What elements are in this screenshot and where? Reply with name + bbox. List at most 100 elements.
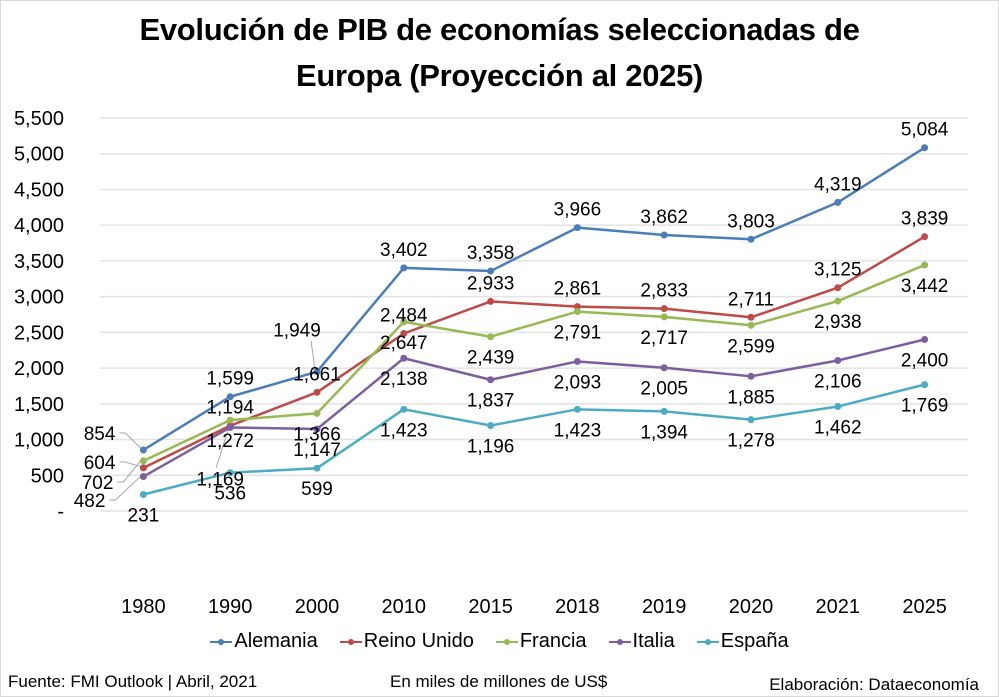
data-point (139, 490, 147, 498)
data-point (400, 354, 408, 362)
data-label: 5,084 (901, 120, 949, 141)
data-label: 2,599 (727, 336, 775, 357)
data-label: 2,711 (728, 289, 774, 310)
data-point (573, 224, 581, 232)
data-label: 2,005 (640, 379, 688, 400)
leader-line (310, 340, 316, 370)
data-label: 1,837 (467, 391, 515, 412)
data-label: 1,278 (727, 431, 775, 452)
data-label: 231 (128, 505, 160, 526)
data-point (487, 267, 495, 275)
data-point (400, 330, 408, 338)
data-label: 854 (84, 424, 116, 445)
data-point (660, 313, 668, 321)
data-label: 4,319 (814, 174, 862, 195)
data-point (139, 473, 147, 481)
legend-item: España (696, 630, 789, 653)
data-label: 1,462 (814, 418, 862, 439)
y-tick-label: 3,500 (14, 251, 64, 273)
data-label: 1,272 (206, 431, 254, 452)
x-tick-label: 2000 (295, 596, 340, 618)
data-label: 3,125 (814, 260, 862, 281)
data-label: 2,938 (814, 312, 862, 333)
y-tick-label: 2,500 (14, 322, 64, 344)
data-point (400, 318, 408, 326)
x-tick-label: 2018 (555, 596, 600, 618)
data-point (487, 333, 495, 341)
x-axis-ticks: 1980 1990 2000 2010 2015 2018 2019 2020 2021 2025 (121, 596, 947, 618)
data-point (573, 303, 581, 311)
data-labels: 854 1,599 1,949 3,402 3,358 3,966 3,862 3,803 4,… (74, 120, 949, 527)
data-label: 2,106 (814, 372, 862, 393)
data-point (921, 336, 929, 344)
data-label: 536 (214, 484, 246, 505)
x-tick-label: 2015 (468, 596, 513, 618)
data-point (660, 407, 668, 415)
series-line-italia (142, 338, 925, 478)
leader-line (109, 475, 142, 501)
x-tick-label: 1990 (208, 596, 253, 618)
x-tick-label: 2020 (729, 596, 774, 618)
data-label: 1,885 (727, 387, 775, 408)
data-label: 1,599 (206, 369, 254, 390)
data-point (487, 297, 495, 305)
data-point (747, 372, 755, 380)
data-point (400, 405, 408, 413)
chart-title-line-1: Evolución de PIB de economías selecciona… (139, 12, 860, 47)
data-label: 3,442 (901, 276, 949, 297)
data-label: 1,194 (206, 398, 254, 419)
legend-line-marker-icon (608, 637, 631, 647)
data-label: 2,439 (467, 348, 515, 369)
data-label: 3,839 (901, 209, 949, 230)
data-point (747, 321, 755, 329)
data-label: 1,661 (293, 364, 341, 385)
legend-item: Francia (495, 630, 587, 653)
data-point (313, 368, 321, 376)
data-label: 2,138 (380, 369, 428, 390)
data-point (747, 313, 755, 321)
data-label: 1,394 (640, 422, 688, 443)
data-point (747, 235, 755, 243)
data-point (747, 416, 755, 424)
data-label: 1,169 (196, 469, 244, 490)
legend-item: Reino Unido (339, 630, 474, 653)
data-point (660, 364, 668, 372)
data-point (660, 231, 668, 239)
data-label: 3,862 (640, 207, 688, 228)
y-tick-label: 5,000 (14, 144, 64, 166)
data-point (487, 422, 495, 430)
data-point (573, 405, 581, 413)
data-label: 3,358 (467, 243, 515, 264)
data-label: 2,484 (380, 306, 428, 327)
data-point (921, 233, 929, 241)
data-point (226, 469, 234, 477)
credit-note: Elaboración: Dataeconomía (769, 675, 979, 694)
data-point (834, 403, 842, 411)
data-point (313, 425, 321, 433)
data-label: 1,769 (901, 396, 949, 417)
data-point (313, 388, 321, 396)
series-line-españa (143, 383, 925, 496)
data-point (226, 416, 234, 424)
data-label: 702 (82, 473, 114, 494)
data-point (834, 198, 842, 206)
y-axis-ticks: - 500 1,000 1,500 2,000 2,500 3,000 3,500 4,000 4… (14, 108, 64, 523)
data-point (313, 464, 321, 472)
data-point (660, 305, 668, 313)
series-line-alemania (142, 146, 926, 452)
data-point (921, 381, 929, 389)
data-point (834, 284, 842, 292)
legend-label: Francia (519, 630, 587, 652)
x-tick-label: 2019 (642, 596, 687, 618)
data-point (226, 423, 234, 431)
data-label: 604 (84, 453, 116, 474)
leader-line (119, 432, 142, 450)
data-label: 2,400 (901, 351, 949, 372)
y-tick-label: 1,500 (14, 394, 64, 416)
series-line-reino-unido (142, 235, 926, 469)
data-point (834, 357, 842, 365)
data-point (226, 393, 234, 401)
legend-label: España (720, 630, 789, 652)
